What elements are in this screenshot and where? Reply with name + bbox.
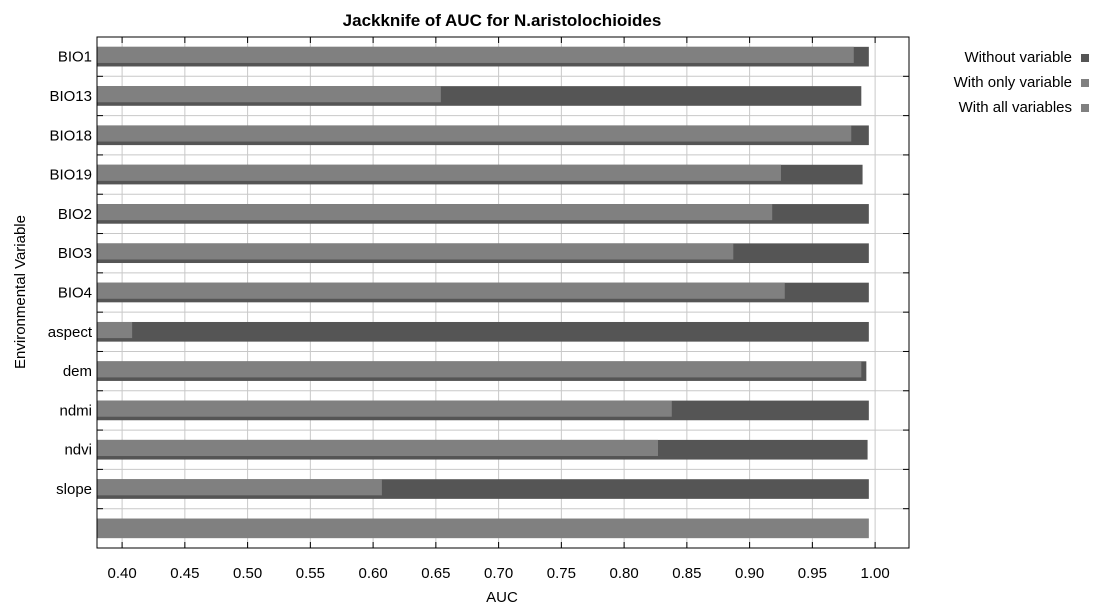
x-tick-label: 0.75 — [547, 565, 576, 582]
bar-with-all-variables — [97, 518, 869, 539]
x-axis-label: AUC — [486, 589, 518, 606]
grid-layer — [97, 37, 909, 548]
x-tick-label: 0.85 — [672, 565, 701, 582]
x-tick-label: 0.60 — [359, 565, 388, 582]
bar-with-only-variable — [97, 164, 781, 181]
x-tick-label: 0.40 — [107, 565, 136, 582]
legend: Without variable With only variable With a… — [954, 49, 1089, 116]
chart-title: Jackknife of AUC for N.aristolochioides — [343, 11, 662, 30]
bar-with-only-variable — [97, 204, 773, 221]
bar-with-only-variable — [97, 361, 862, 378]
y-tick-label: slope — [56, 481, 92, 498]
bars-layer — [97, 46, 869, 539]
bar-with-only-variable — [97, 479, 382, 496]
y-tick-label: aspect — [48, 324, 93, 341]
legend-swatch — [1081, 79, 1089, 87]
x-tick-label: 0.55 — [296, 565, 325, 582]
y-tick-label: BIO3 — [58, 245, 92, 262]
bar-with-only-variable — [97, 400, 672, 417]
y-tick-label: BIO18 — [49, 127, 92, 144]
plot-frame — [96, 36, 910, 549]
x-tick-label: 1.00 — [861, 565, 890, 582]
bar-with-only-variable — [97, 439, 658, 457]
y-tick-label: BIO4 — [58, 285, 92, 302]
bar-with-only-variable — [97, 86, 441, 103]
legend-label: With all variables — [959, 99, 1072, 116]
bar-with-only-variable — [97, 321, 133, 339]
y-tick-label: ndvi — [64, 442, 92, 459]
y-tick-label: ndmi — [59, 402, 92, 419]
bar-without-variable — [97, 321, 869, 342]
ticks-layer: 0.40 0.45 0.50 0.55 0.60 0.65 0.70 0.75 0.80 0.85… — [48, 37, 909, 582]
y-tick-label: dem — [63, 363, 92, 380]
bar-with-only-variable — [97, 243, 734, 260]
x-tick-label: 0.90 — [735, 565, 764, 582]
legend-swatch — [1081, 104, 1089, 112]
x-tick-label: 0.50 — [233, 565, 262, 582]
y-tick-label: BIO19 — [49, 167, 92, 184]
y-axis-label: Environmental Variable — [12, 215, 29, 369]
legend-label: Without variable — [964, 49, 1072, 66]
y-tick-label: BIO1 — [58, 49, 92, 66]
x-tick-label: 0.65 — [421, 565, 450, 582]
x-tick-label: 0.95 — [798, 565, 827, 582]
x-tick-label: 0.70 — [484, 565, 513, 582]
bar-with-only-variable — [97, 125, 852, 142]
y-tick-label: BIO2 — [58, 206, 92, 223]
bar-with-only-variable — [97, 282, 785, 299]
x-tick-label: 0.80 — [610, 565, 639, 582]
bar-with-only-variable — [97, 46, 854, 63]
x-tick-label: 0.45 — [170, 565, 199, 582]
legend-label: With only variable — [954, 74, 1072, 91]
y-tick-label: BIO13 — [49, 88, 92, 105]
legend-swatch — [1081, 54, 1089, 62]
